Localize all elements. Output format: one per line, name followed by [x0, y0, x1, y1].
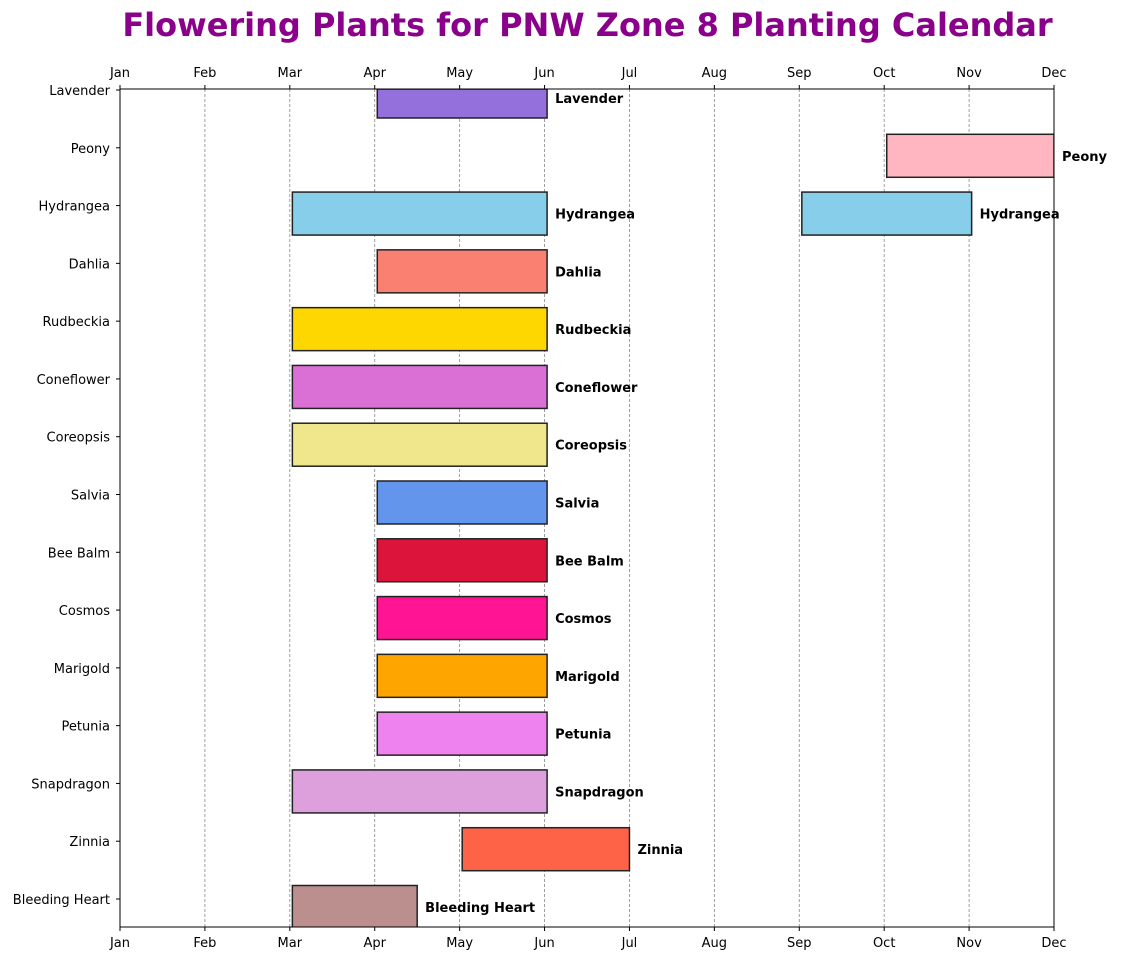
bar-label: Peony: [1062, 150, 1108, 165]
plot-frame: [119, 88, 1055, 928]
x-tick-label-top: Jun: [533, 66, 554, 81]
y-tick-label: Marigold: [54, 662, 110, 677]
bar-label: Salvia: [555, 497, 599, 512]
x-tick-label-bottom: Aug: [702, 936, 727, 951]
x-tick-label-bottom: Jul: [621, 936, 638, 951]
x-tick-label-bottom: Feb: [193, 936, 216, 951]
y-tick-label: Cosmos: [59, 604, 110, 619]
x-tick-label-bottom: Apr: [363, 936, 386, 951]
x-tick-label-top: Nov: [956, 66, 982, 81]
bar-coneflower: [291, 364, 548, 410]
bar-marigold: [376, 653, 548, 699]
bar-hydrangea: [291, 191, 548, 236]
bar-label: Hydrangea: [555, 208, 635, 223]
bar-lavender: [376, 89, 548, 119]
y-tick-label: Lavender: [49, 84, 110, 99]
y-tick-label: Zinnia: [69, 835, 110, 850]
bar-label: Marigold: [555, 670, 620, 685]
bar-label: Lavender: [555, 92, 624, 107]
bar-hydrangea: [801, 191, 973, 236]
y-tick-label: Bee Balm: [48, 546, 110, 561]
y-tick-label: Bleeding Heart: [13, 893, 110, 908]
bar-snapdragon: [291, 769, 548, 814]
bar-coreopsis: [291, 422, 548, 467]
x-tick-label-top: Jan: [109, 66, 130, 81]
bar-label: Zinnia: [637, 843, 683, 858]
bar-label: Coreopsis: [555, 439, 627, 454]
y-tick-label: Petunia: [61, 720, 110, 735]
bar-rudbeckia: [291, 306, 548, 352]
y-tick-label: Coneflower: [37, 373, 111, 388]
bar-label: Hydrangea: [980, 208, 1060, 223]
bar-label: Petunia: [555, 728, 611, 743]
x-tick-label-top: May: [446, 66, 473, 81]
bar-bleeding-heart: [291, 884, 418, 927]
x-tick-label-top: Jul: [621, 66, 638, 81]
x-tick-label-bottom: Oct: [873, 936, 895, 951]
y-tick-label: Salvia: [71, 489, 110, 504]
bar-salvia: [376, 480, 548, 525]
bar-zinnia: [461, 826, 631, 872]
x-tick-label-top: Mar: [278, 66, 303, 81]
x-tick-label-bottom: Jan: [109, 936, 130, 951]
x-tick-label-bottom: Sep: [787, 936, 812, 951]
y-tick-label: Dahlia: [69, 257, 110, 272]
y-tick-label: Coreopsis: [47, 431, 111, 446]
bar-label: Cosmos: [555, 612, 612, 627]
x-tick-label-bottom: Mar: [278, 936, 303, 951]
x-tick-label-top: Apr: [363, 66, 386, 81]
bar-label: Snapdragon: [555, 785, 644, 800]
x-tick-label-bottom: Nov: [956, 936, 982, 951]
x-tick-label-top: Aug: [702, 66, 727, 81]
y-tick-label: Snapdragon: [31, 777, 110, 792]
bar-peony: [885, 133, 1054, 179]
x-tick-label-bottom: May: [446, 936, 473, 951]
x-tick-label-top: Sep: [787, 66, 812, 81]
bar-label: Dahlia: [555, 265, 602, 280]
x-tick-label-top: Oct: [873, 66, 895, 81]
bar-label: Rudbeckia: [555, 323, 631, 338]
x-tick-label-bottom: Dec: [1041, 936, 1066, 951]
x-tick-label-top: Dec: [1041, 66, 1066, 81]
bar-dahlia: [376, 249, 548, 294]
y-tick-label: Hydrangea: [39, 200, 111, 215]
x-tick-label-bottom: Jun: [533, 936, 554, 951]
x-tick-label-top: Feb: [193, 66, 216, 81]
bar-petunia: [376, 711, 548, 756]
y-tick-label: Rudbeckia: [43, 315, 110, 330]
bar-cosmos: [376, 595, 548, 641]
chart-title: Flowering Plants for PNW Zone 8 Planting…: [122, 6, 1053, 44]
y-tick-label: Peony: [71, 142, 111, 157]
bar-label: Bee Balm: [555, 554, 624, 569]
bar-label: Coneflower: [555, 381, 638, 396]
bar-label: Bleeding Heart: [425, 901, 535, 916]
bar-bee-balm: [376, 538, 548, 583]
